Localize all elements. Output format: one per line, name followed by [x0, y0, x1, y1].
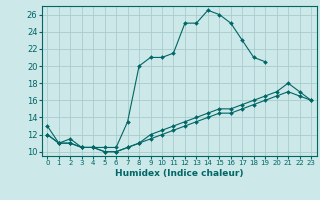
X-axis label: Humidex (Indice chaleur): Humidex (Indice chaleur): [115, 169, 244, 178]
